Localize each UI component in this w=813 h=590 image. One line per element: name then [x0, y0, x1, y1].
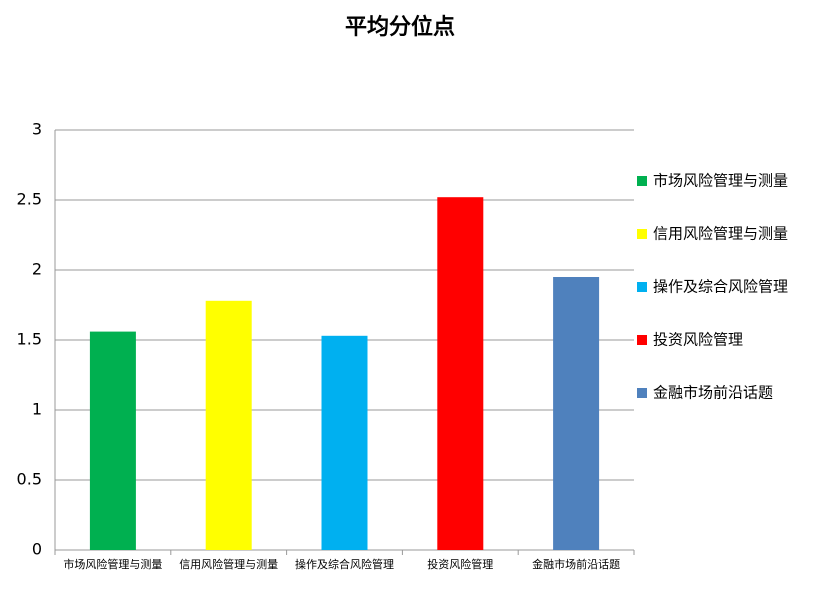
legend-label: 操作及综合风险管理: [653, 278, 788, 296]
legend-label: 投资风险管理: [653, 331, 743, 349]
legend-label: 金融市场前沿话题: [653, 384, 773, 402]
x-tick-label: 信用风险管理与测量: [179, 557, 278, 571]
legend-label: 市场风险管理与测量: [653, 172, 788, 190]
y-tick-label: 2.5: [17, 190, 42, 209]
legend-swatch: [637, 282, 647, 292]
y-tick-label: 1.5: [17, 330, 42, 349]
y-tick-label: 0: [32, 540, 42, 559]
y-tick-label: 3: [32, 120, 42, 139]
x-tick-label: 操作及综合风险管理: [295, 557, 394, 571]
x-tick-label: 市场风险管理与测量: [63, 557, 162, 571]
legend-swatch: [637, 388, 647, 398]
legend-label: 信用风险管理与测量: [653, 225, 788, 243]
bar: [437, 197, 484, 550]
bar: [321, 335, 368, 550]
legend-swatch: [637, 229, 647, 239]
bar: [553, 277, 600, 550]
x-tick-label: 金融市场前沿话题: [532, 557, 620, 571]
y-tick-label: 0.5: [17, 470, 42, 489]
legend-swatch: [637, 176, 647, 186]
x-tick-label: 投资风险管理: [427, 557, 493, 571]
y-tick-label: 2: [32, 260, 42, 279]
chart-title: 平均分位点: [345, 14, 455, 40]
y-tick-label: 1: [32, 400, 42, 419]
legend-swatch: [637, 335, 647, 345]
bar: [205, 300, 252, 550]
bar: [89, 331, 136, 550]
